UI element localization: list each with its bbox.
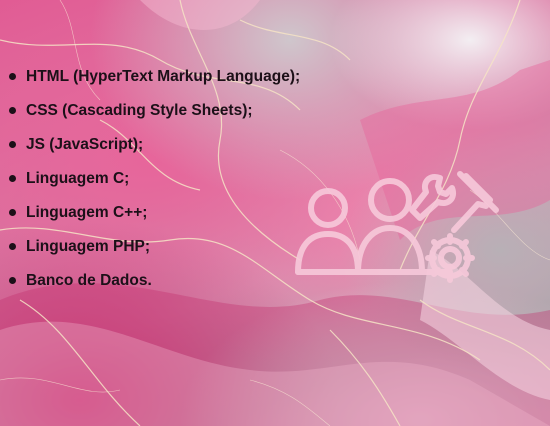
bullet-icon: [9, 243, 16, 250]
bullet-icon: [9, 209, 16, 216]
list-item: Banco de Dados.: [8, 264, 300, 298]
list-item-label: HTML (HyperText Markup Language);: [26, 68, 301, 85]
list-item-label: CSS (Cascading Style Sheets);: [26, 102, 253, 119]
bullet-icon: [9, 141, 16, 148]
list-item-label: Linguagem C++;: [26, 204, 148, 221]
list-item-label: JS (JavaScript);: [26, 136, 144, 153]
topic-list: HTML (HyperText Markup Language); CSS (C…: [8, 60, 300, 298]
list-item-label: Banco de Dados.: [26, 272, 152, 289]
team-tools-gear-icon: [295, 171, 499, 283]
list-item: Linguagem PHP;: [8, 230, 300, 264]
list-item: CSS (Cascading Style Sheets);: [8, 94, 300, 128]
bullet-icon: [9, 175, 16, 182]
bullet-icon: [9, 277, 16, 284]
list-item: JS (JavaScript);: [8, 128, 300, 162]
list-item: Linguagem C;: [8, 162, 300, 196]
list-item-label: Linguagem PHP;: [26, 238, 151, 255]
bullet-icon: [9, 107, 16, 114]
bullet-icon: [9, 73, 16, 80]
list-item-label: Linguagem C;: [26, 170, 130, 187]
list-item: HTML (HyperText Markup Language);: [8, 60, 300, 94]
list-item: Linguagem C++;: [8, 196, 300, 230]
